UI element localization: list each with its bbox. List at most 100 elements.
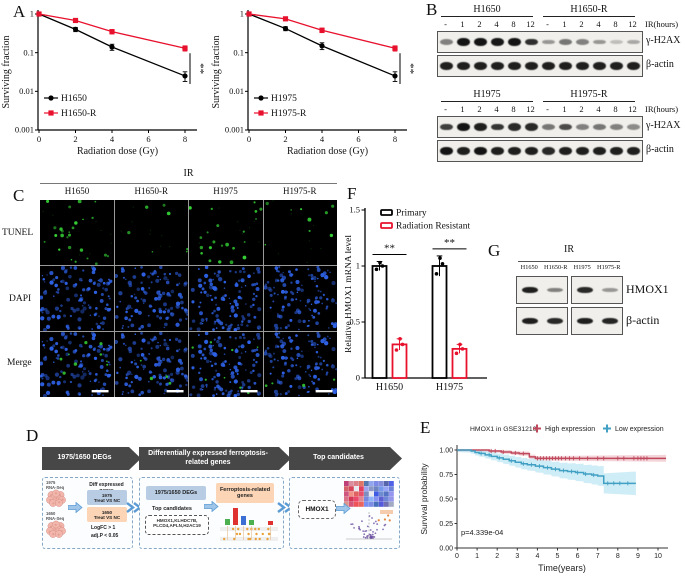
micrograph-image — [42, 200, 112, 265]
protein-band — [576, 124, 589, 130]
legend-marker — [258, 95, 264, 101]
cell-cluster-icon-1650 — [46, 520, 66, 538]
y-tick-label: 0.00 — [439, 545, 453, 552]
protein-band — [522, 317, 538, 325]
y-tick-label: 0.001 — [15, 125, 34, 135]
panel-b-label: B — [426, 0, 438, 19]
x-tick-label: 6 — [146, 134, 150, 144]
row-label: Merge — [7, 358, 32, 368]
criterion-adjp: adj.P < 0.05 — [91, 533, 119, 539]
protein-band — [508, 147, 521, 155]
protein-label: β-actin — [646, 144, 674, 155]
ir-treatment-label: IR — [183, 168, 194, 179]
legend-label: H1650-R — [61, 109, 97, 119]
lane-label: - — [546, 19, 549, 29]
ir-hours-label: IR(hours) — [645, 19, 679, 29]
micrograph-cell — [40, 200, 114, 265]
criterion-logfc: LogFC > 1 — [91, 525, 116, 531]
significance-stars: ** — [194, 63, 206, 74]
protein-band — [525, 62, 538, 70]
micrograph-cell — [40, 332, 114, 397]
protein-band — [627, 39, 640, 45]
lane-label: - — [444, 104, 447, 114]
category-label: H1650 — [376, 382, 403, 393]
y-tick-label: 0.1 — [23, 47, 34, 57]
legend-label: Low expression — [615, 426, 664, 433]
column-header: H1975-R — [283, 186, 317, 196]
x-tick-label: 8 — [183, 134, 187, 144]
replicate-dot — [374, 267, 379, 272]
protein-band — [627, 62, 640, 70]
significance-stars: ** — [444, 237, 455, 249]
legend-swatch — [380, 209, 393, 216]
ir-underline — [518, 261, 620, 262]
series-line — [248, 13, 396, 77]
ir-treatment-label: IR — [564, 244, 574, 255]
protein-band — [542, 62, 555, 70]
x-tick-label: 0 — [37, 134, 41, 144]
x-tick-label: 8 — [616, 553, 620, 560]
confidence-band — [457, 450, 636, 496]
data-point — [109, 44, 115, 50]
legend-label: Primary — [396, 208, 427, 218]
y-tick-label: 0.50 — [439, 496, 453, 503]
protein-band — [542, 147, 555, 155]
x-tick-label: 2 — [283, 134, 287, 144]
micrograph-image — [189, 332, 262, 397]
protein-band — [525, 38, 538, 46]
protein-band — [547, 317, 563, 325]
y-tick-label: 0.01 — [229, 86, 244, 96]
protein-band — [440, 39, 453, 45]
legend-label: H1975-R — [271, 109, 307, 119]
protein-band — [593, 62, 606, 70]
clonogenic-chart-h1975: 1 0.1 0.01 0.001 0 2 4 6 8 Surviving fraction Radi… — [210, 2, 425, 170]
protein-band — [577, 286, 593, 294]
scale-bar — [166, 390, 184, 393]
bar — [371, 265, 388, 379]
x-tick-label: 2 — [73, 134, 77, 144]
category-label: H1975 — [436, 382, 463, 393]
blot-strip — [571, 276, 623, 304]
sample-1650-label: 1650 RNA-Seq — [46, 511, 65, 521]
micrograph-image — [264, 200, 334, 263]
legend-marker — [48, 95, 54, 101]
cell-line-header: H1975-R — [543, 89, 635, 102]
lane-label: - — [444, 19, 447, 29]
protein-band — [610, 40, 623, 44]
data-point — [392, 73, 398, 79]
scale-bar — [315, 390, 333, 393]
protein-band — [593, 39, 606, 45]
replicate-dot — [458, 342, 462, 347]
series-line — [38, 13, 186, 49]
data-point — [182, 73, 188, 79]
micrograph-cell — [189, 200, 263, 265]
lane-label: 12 — [526, 104, 535, 114]
ir-hours-label: IR(hours) — [645, 104, 679, 114]
x-tick-label: 6 — [356, 134, 360, 144]
replicate-dot — [434, 272, 439, 276]
protein-band — [610, 124, 623, 130]
x-tick-label: 6 — [576, 553, 580, 560]
data-point — [182, 45, 188, 51]
panel-e-label: E — [420, 418, 431, 437]
protein-band — [474, 62, 487, 70]
column-header: H1650-R — [134, 186, 169, 196]
workflow-box-result: HMOX1 — [289, 477, 400, 549]
lane-label: 1 — [460, 19, 465, 29]
right-arrow-icon — [336, 503, 351, 514]
lane-label: H1975 — [573, 264, 591, 271]
y-tick-label: 1.5 — [349, 205, 360, 215]
x-tick-label: 4 — [110, 134, 115, 144]
column-header: H1650 — [64, 186, 90, 196]
lane-label: 2 — [579, 104, 584, 114]
y-axis-title: Surviving fraction — [1, 35, 12, 108]
micrograph-image — [189, 266, 262, 331]
right-arrow-icon — [68, 502, 83, 513]
protein-band — [491, 38, 504, 46]
protein-band — [525, 123, 538, 131]
data-point — [282, 16, 289, 22]
cell-line-header: H1650-R — [543, 4, 635, 17]
